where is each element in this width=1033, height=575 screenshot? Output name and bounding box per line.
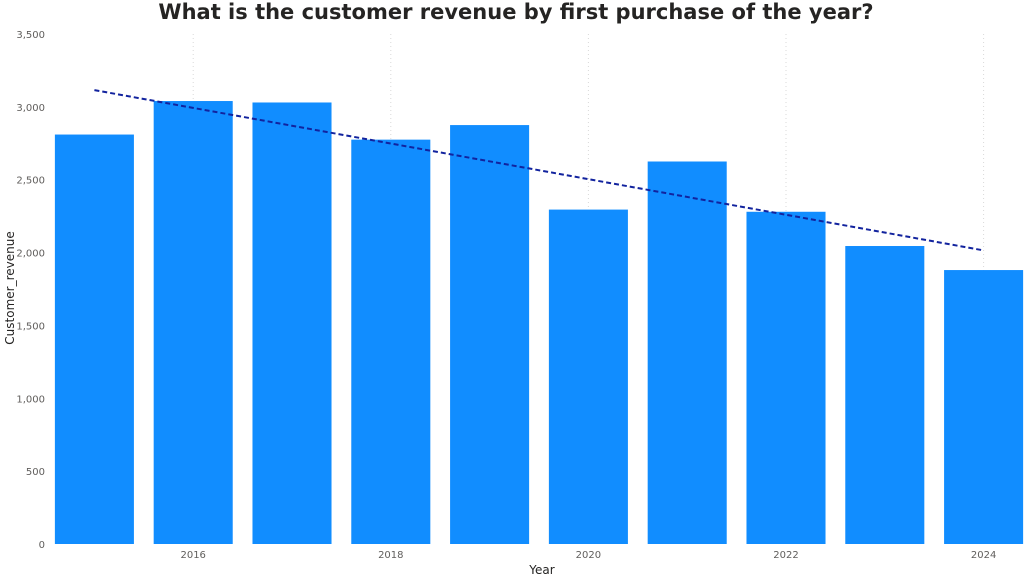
bar: [944, 270, 1024, 544]
y-tick-label: 3,000: [16, 103, 45, 114]
y-tick-label: 1,000: [16, 394, 45, 405]
bar: [647, 161, 727, 544]
x-axis-label: Year: [528, 563, 554, 575]
y-tick-label: 0: [39, 540, 45, 551]
x-tick-label: 2024: [971, 550, 996, 561]
x-tick-label: 2020: [576, 550, 601, 561]
y-tick-label: 1,500: [16, 321, 45, 332]
bar: [54, 134, 134, 545]
bar: [746, 211, 826, 544]
bar: [351, 139, 431, 544]
x-tick-label: 2016: [180, 550, 205, 561]
y-tick-label: 500: [26, 467, 45, 478]
x-axis-ticks: 2016 2018 2020 2022 2024: [180, 550, 996, 561]
x-tick-label: 2022: [773, 550, 798, 561]
trendline-group: [94, 89, 984, 252]
bar: [252, 102, 332, 544]
chart-title: What is the customer revenue by first pu…: [158, 0, 873, 24]
bar: [845, 246, 925, 544]
x-tick-label: 2018: [378, 550, 403, 561]
bar: [548, 209, 628, 545]
y-axis-label: Customer_revenue: [3, 231, 17, 344]
y-tick-label: 2,000: [16, 249, 45, 260]
y-tick-label: 3,500: [16, 30, 45, 41]
y-tick-label: 2,500: [16, 176, 45, 187]
y-axis-ticks: 0 500 1,000 1,500 2,000 2,500 3,000 3,500: [16, 30, 45, 551]
bars: [54, 101, 1024, 545]
bar: [153, 101, 233, 545]
bar: [450, 125, 530, 545]
trendline: [94, 89, 984, 252]
